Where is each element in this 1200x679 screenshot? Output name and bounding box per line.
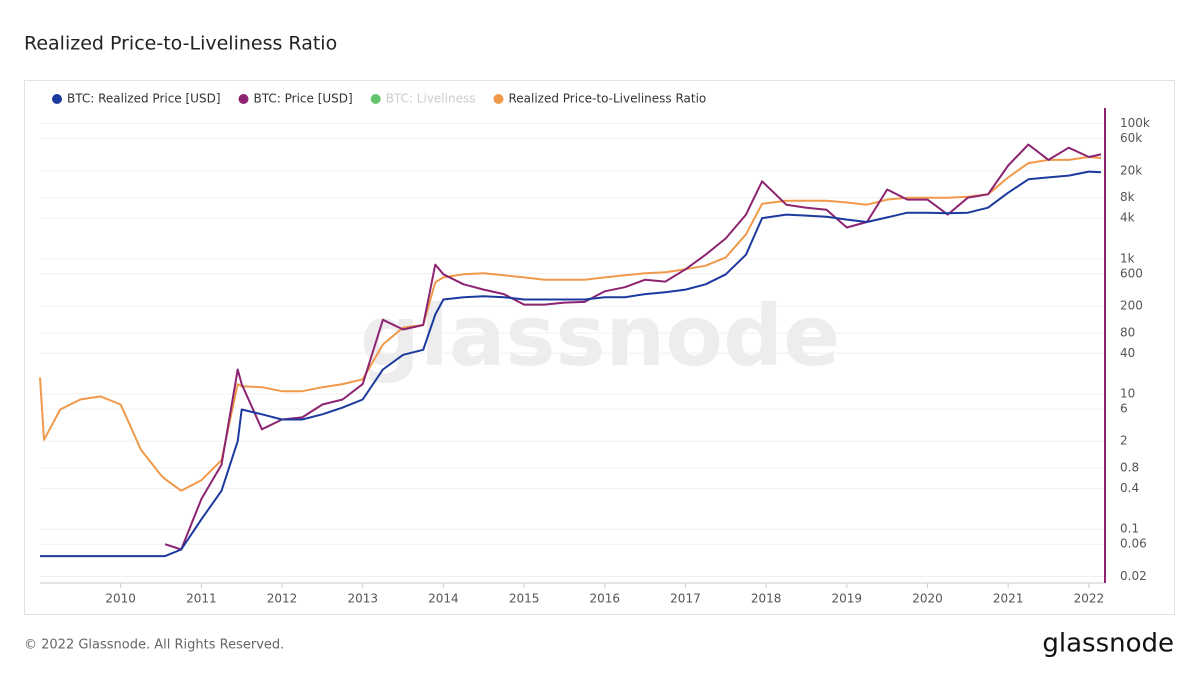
y-tick-label: 6 — [1120, 401, 1128, 415]
x-tick-label: 2022 — [1074, 592, 1105, 606]
legend-label[interactable]: BTC: Liveliness — [386, 92, 476, 106]
legend-item[interactable]: BTC: Price [USD] — [238, 92, 353, 106]
legend-item[interactable]: BTC: Realized Price [USD] — [52, 92, 221, 106]
x-tick-label: 2021 — [993, 592, 1024, 606]
x-tick-label: 2017 — [670, 592, 701, 606]
legend-item[interactable]: Realized Price-to-Liveliness Ratio — [493, 92, 706, 106]
footer: © 2022 Glassnode. All Rights Reserved. — [24, 638, 284, 653]
x-tick-label: 2013 — [347, 592, 378, 606]
legend-label[interactable]: Realized Price-to-Liveliness Ratio — [508, 92, 706, 106]
series-line — [39, 156, 1102, 492]
series-line — [164, 143, 1102, 551]
legend-label[interactable]: BTC: Realized Price [USD] — [67, 92, 221, 106]
x-tick-label: 2012 — [267, 592, 298, 606]
x-tick-label: 2019 — [832, 592, 863, 606]
x-tick-label: 2018 — [751, 592, 782, 606]
y-tick-label: 0.02 — [1120, 569, 1147, 583]
logo: glassnode — [1042, 629, 1174, 659]
watermark: glassnode — [360, 287, 840, 385]
plot — [39, 143, 1102, 558]
chart-title: Realized Price-to-Liveliness Ratio — [24, 33, 337, 55]
y-tick-label: 0.06 — [1120, 537, 1147, 551]
legend: BTC: Realized Price [USD] BTC: Price [USD… — [52, 92, 706, 106]
x-tick-label: 2020 — [912, 592, 943, 606]
series-line — [40, 170, 1102, 558]
legend-marker[interactable] — [52, 94, 62, 104]
y-tick-label: 80 — [1120, 325, 1135, 339]
x-tick-label: 2011 — [186, 592, 217, 606]
x-tick-label: 2015 — [509, 592, 540, 606]
y-tick-label: 1k — [1120, 251, 1135, 265]
y-tick-label: 0.1 — [1120, 522, 1139, 536]
y-tick-label: 60k — [1120, 131, 1142, 145]
legend-label[interactable]: BTC: Price [USD] — [254, 92, 353, 106]
y-tick-label: 40 — [1120, 346, 1135, 360]
legend-marker[interactable] — [238, 94, 249, 104]
x-tick-label: 2010 — [105, 592, 136, 606]
y-tick-label: 0.4 — [1120, 481, 1139, 495]
legend-marker[interactable] — [493, 94, 504, 104]
legend-item[interactable]: BTC: Liveliness — [370, 92, 476, 106]
y-tick-label: 600 — [1120, 266, 1143, 280]
y-tick-label: 20k — [1120, 163, 1142, 177]
x-tick-label: 2016 — [589, 592, 620, 606]
chart-frame — [24, 80, 1175, 615]
x-tick-label: 2014 — [428, 592, 459, 606]
legend-marker[interactable] — [370, 94, 381, 104]
y-tick-label: 100k — [1120, 116, 1150, 130]
y-tick-label: 2 — [1120, 434, 1128, 448]
y-tick-label: 10 — [1120, 386, 1135, 400]
y-tick-label: 4k — [1120, 211, 1135, 225]
y-tick-label: 8k — [1120, 190, 1135, 204]
y-tick-label: 200 — [1120, 299, 1143, 313]
y-tick-label: 0.8 — [1120, 461, 1139, 475]
